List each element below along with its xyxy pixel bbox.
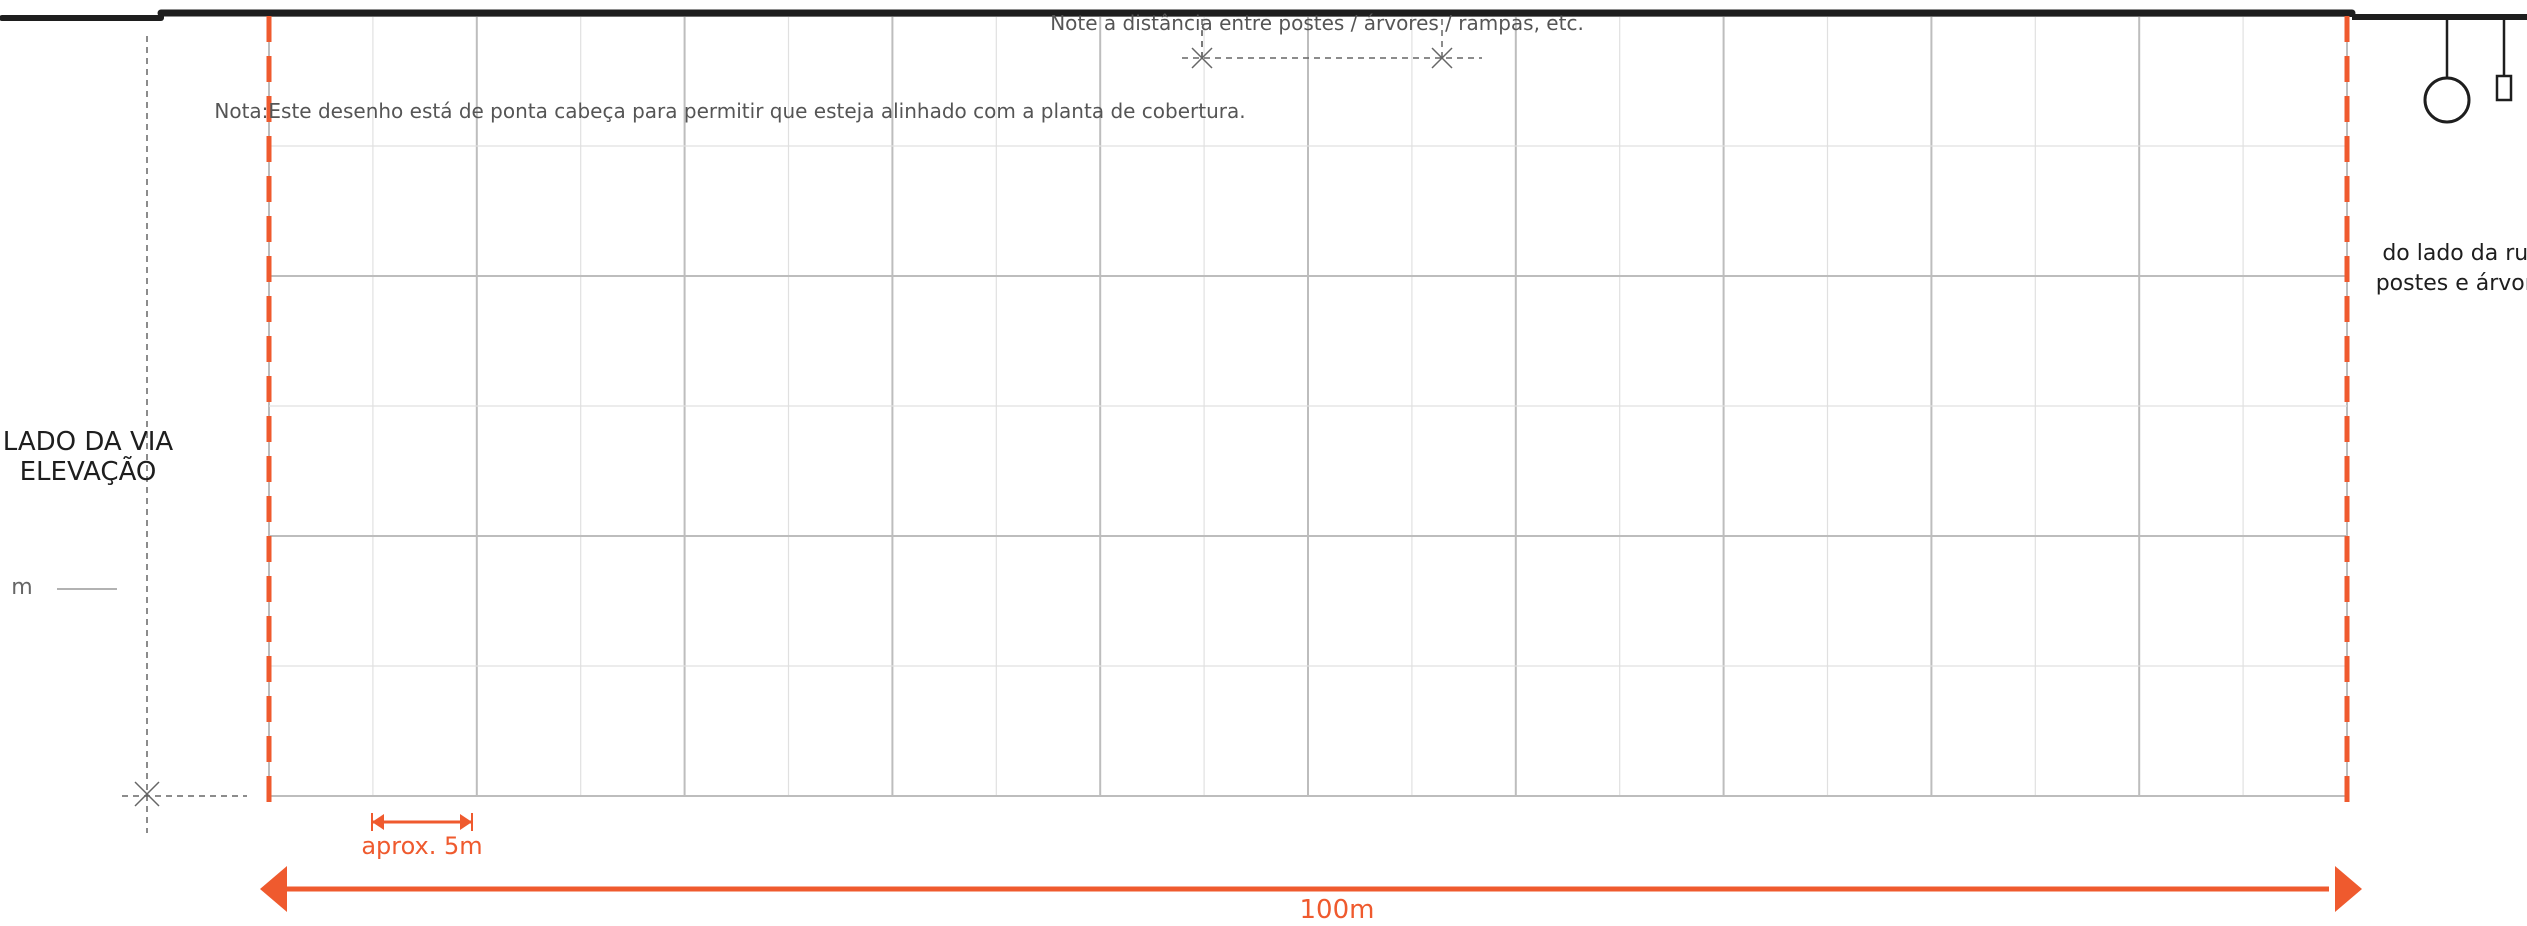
distance-note-markers	[1182, 14, 1482, 69]
arrow-head-left-icon	[260, 866, 287, 912]
posts-label-line1: postes e árvores	[2376, 271, 2527, 296]
height-unit-label: m	[11, 575, 32, 600]
distance-note: Note a distância entre postes / árvores …	[1050, 11, 1584, 35]
orientation-note: Nota:Este desenho está de ponta cabeça p…	[214, 99, 1245, 123]
total-length-label: 100m	[1300, 895, 1375, 925]
ground-line	[0, 9, 2527, 21]
arrow-small-left-icon	[372, 814, 384, 830]
module-label: aprox. 5m	[361, 832, 482, 860]
total-length-dimension	[260, 866, 2362, 912]
elevation-title-line2: LADO DA VIA	[3, 427, 174, 457]
arrow-head-right-icon	[2335, 866, 2362, 912]
facade-grid	[268, 15, 2348, 797]
street-elements	[2423, 16, 2513, 124]
tree-icon	[2423, 76, 2471, 124]
elevation-title-line1: ELEVAÇÃO	[20, 455, 157, 487]
posts-label-line2: do lado da rua	[2382, 241, 2527, 266]
module-dimension	[371, 813, 473, 831]
height-dimension	[57, 36, 247, 833]
arrow-small-right-icon	[460, 814, 472, 830]
post-icon	[2495, 74, 2513, 102]
